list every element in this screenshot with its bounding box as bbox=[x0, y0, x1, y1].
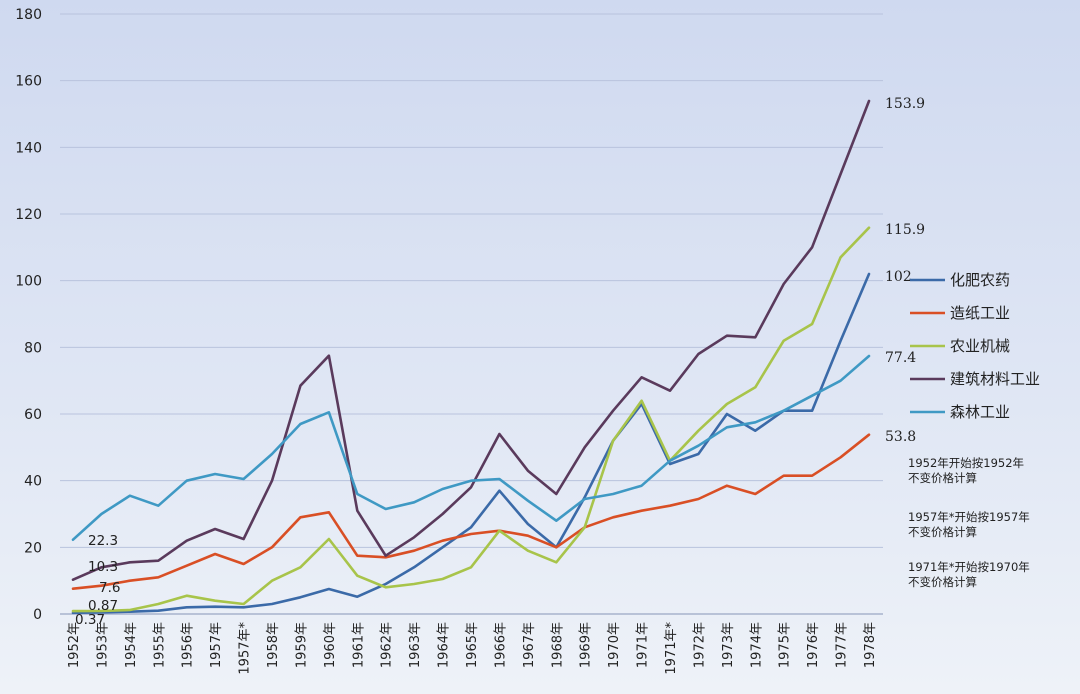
x-tick-label: 1965年 bbox=[465, 622, 480, 668]
x-tick-label: 1957年* bbox=[238, 622, 253, 675]
y-tick-label: 180 bbox=[15, 7, 42, 23]
start-value-label: 10.3 bbox=[88, 559, 118, 575]
price-note-line: 1957年*开始按1957年 bbox=[908, 510, 1030, 524]
x-tick-label: 1971年* bbox=[664, 622, 679, 675]
price-note-line: 1971年*开始按1970年 bbox=[908, 560, 1030, 574]
price-note-line: 不变价格计算 bbox=[908, 575, 977, 589]
series-line bbox=[71, 272, 871, 615]
x-tick-label: 1962年 bbox=[380, 622, 395, 668]
x-tick-label: 1971年 bbox=[636, 622, 651, 668]
legend-label: 森林工业 bbox=[950, 403, 1010, 421]
x-tick-label: 1960年 bbox=[323, 622, 338, 668]
x-tick-label: 1972年 bbox=[692, 622, 707, 668]
price-note-line: 不变价格计算 bbox=[908, 471, 977, 485]
x-tick-label: 1977年 bbox=[835, 622, 850, 668]
x-axis-ticks: 1952年 1953年 1954年 1955年 1956年 1957年 1957年* 1958… bbox=[67, 622, 878, 675]
start-value-label: 0.37 bbox=[75, 612, 105, 628]
legend-label: 农业机械 bbox=[950, 337, 1010, 355]
series-line bbox=[71, 354, 871, 542]
legend-label: 化肥农药 bbox=[950, 271, 1010, 289]
price-note-line: 不变价格计算 bbox=[908, 525, 977, 539]
end-value-label: 77.4 bbox=[885, 350, 916, 366]
x-tick-label: 1969年 bbox=[579, 622, 594, 668]
x-tick-label: 1978年 bbox=[863, 622, 878, 668]
x-tick-label: 1961年 bbox=[351, 622, 366, 668]
x-tick-label: 1964年 bbox=[437, 622, 452, 668]
y-tick-label: 60 bbox=[24, 407, 42, 423]
x-tick-label: 1957年 bbox=[209, 622, 224, 668]
x-tick-label: 1976年 bbox=[806, 622, 821, 668]
start-value-label: 7.6 bbox=[99, 580, 120, 596]
legend-label: 建筑材料工业 bbox=[950, 370, 1040, 388]
x-tick-label: 1963年 bbox=[408, 622, 423, 668]
series-lines bbox=[71, 99, 871, 615]
y-tick-label: 140 bbox=[15, 140, 42, 156]
legend-label: 造纸工业 bbox=[950, 304, 1010, 322]
x-tick-label: 1954年 bbox=[124, 622, 139, 668]
x-tick-label: 1956年 bbox=[181, 622, 196, 668]
x-tick-label: 1952年 bbox=[67, 622, 82, 668]
y-tick-label: 120 bbox=[15, 207, 42, 223]
end-value-label: 115.9 bbox=[885, 222, 925, 238]
y-tick-label: 20 bbox=[24, 540, 42, 556]
x-tick-label: 1959年 bbox=[294, 622, 309, 668]
x-tick-label: 1973年 bbox=[721, 622, 736, 668]
x-tick-label: 1968年 bbox=[550, 622, 565, 668]
x-tick-label: 1967年 bbox=[522, 622, 537, 668]
x-tick-label: 1974年 bbox=[749, 622, 764, 668]
start-value-label: 0.87 bbox=[88, 598, 118, 614]
x-tick-label: 1955年 bbox=[152, 622, 167, 668]
price-notes: 1952年开始按1952年不变价格计算1957年*开始按1957年不变价格计算1… bbox=[908, 456, 1030, 589]
end-value-label: 153.9 bbox=[885, 96, 925, 112]
end-value-label: 102 bbox=[885, 269, 912, 285]
y-axis-ticks: 0 20 40 60 80 100 120 140 160 180 bbox=[15, 7, 42, 623]
y-tick-label: 0 bbox=[33, 607, 42, 623]
x-tick-label: 1970年 bbox=[607, 622, 622, 668]
start-value-label: 22.3 bbox=[88, 533, 118, 549]
end-value-labels: 153.9 115.9 102 77.4 53.8 bbox=[885, 96, 925, 445]
y-tick-label: 100 bbox=[15, 274, 42, 290]
price-note-line: 1952年开始按1952年 bbox=[908, 456, 1024, 470]
series-line bbox=[71, 99, 871, 582]
x-tick-label: 1958年 bbox=[266, 622, 281, 668]
start-value-labels: 22.3 10.3 7.6 0.870.37 bbox=[75, 533, 120, 628]
end-value-label: 53.8 bbox=[885, 429, 916, 445]
grid-lines bbox=[60, 13, 883, 615]
y-tick-label: 80 bbox=[24, 340, 42, 356]
y-tick-label: 40 bbox=[24, 474, 42, 490]
series-line bbox=[71, 433, 871, 591]
series-line bbox=[71, 226, 871, 613]
x-tick-label: 1975年 bbox=[778, 622, 793, 668]
x-tick-label: 1953年 bbox=[95, 622, 110, 668]
y-tick-label: 160 bbox=[15, 74, 42, 90]
x-tick-label: 1966年 bbox=[493, 622, 508, 668]
